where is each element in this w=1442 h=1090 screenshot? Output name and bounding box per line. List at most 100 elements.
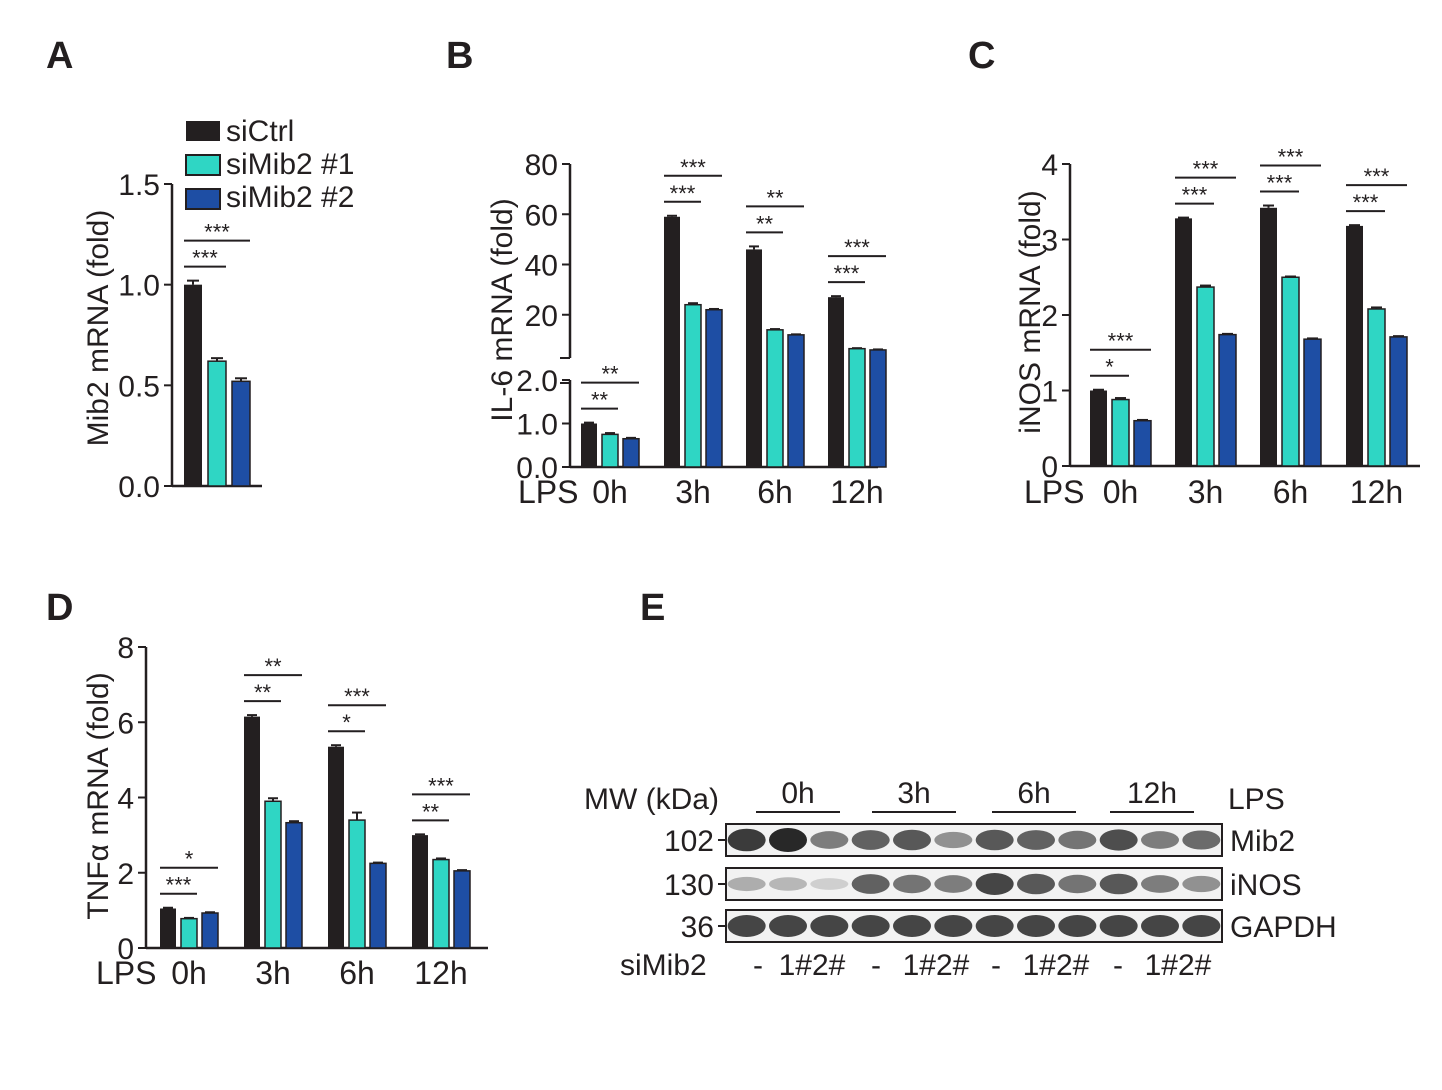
bar-c-1-2 [1218,333,1237,467]
blot-band [810,878,849,890]
y-tick-label-b: 20 [525,300,558,333]
significance-label-b: *** [670,181,696,206]
significance-label-b: ** [766,185,784,210]
significance-label-d: *** [166,873,192,898]
blot-band [810,831,849,849]
bar-d-1-0 [244,716,260,948]
significance-label-c: *** [1267,171,1293,196]
blot-band [727,876,766,892]
significance-label-b: ** [601,362,619,387]
blot-band [934,831,973,849]
x-category-d: 6h [339,955,375,991]
panel-label-c: C [968,35,995,77]
bar-c-3-0 [1346,225,1363,466]
significance-label-d: ** [422,799,440,824]
legend-swatch-simib2-2 [185,188,221,210]
blot-band [851,830,890,850]
significance-label-a: *** [204,220,230,245]
blot-band [1016,915,1056,937]
axis-break-gap-b [572,362,884,380]
panel-b: B IL-6 mRNA (fold) 0.0 1.0 2.0 20 40 60 80 LPS 0… [446,35,887,510]
bar-d-3-0 [412,835,428,948]
bar-b-2-2 [787,334,805,468]
significance-label-b: *** [844,235,870,260]
y-tick-label-b: 2.0 [516,365,558,398]
x-category-c: 3h [1188,474,1224,510]
y-tick-label-c: 0 [1041,451,1058,484]
bar-c-2-2 [1303,338,1322,467]
y-axis-label-c: iNOS mRNA (fold) [1014,190,1047,433]
protein-label: GAPDH [1230,911,1337,944]
blot-band [1182,830,1221,850]
blot-band [1140,875,1180,893]
protein-label: Mib2 [1230,825,1295,858]
bar-c-1-1 [1196,286,1215,467]
significance-label-c: * [1105,355,1114,380]
blot-band [892,915,932,937]
significance-label-c: *** [1108,329,1134,354]
blot-frame [725,867,1223,901]
significance-label-d: *** [344,684,370,709]
significance-label-b: ** [756,211,774,236]
bar-d-1-1 [264,800,282,949]
blot-band [1016,830,1056,850]
legend-swatch-sictrl [186,121,220,141]
time-point-label: 6h [1017,777,1050,810]
x-prefix-b: LPS [518,474,578,510]
blot-band [975,873,1014,895]
y-tick-label-d: 0 [117,933,134,966]
panel-label-b: B [446,35,473,77]
sirna-label: siMib2 [620,949,707,982]
blot-band [934,915,973,937]
blot-band [892,829,932,851]
mw-value: 36 [681,911,714,944]
legend-label-simib2-2: siMib2 #2 [226,181,354,214]
bar-b-3-0 [828,297,844,467]
bar-b-0-0 [581,423,597,467]
y-tick-label-a: 0.5 [118,370,160,403]
y-tick-label-a: 1.5 [118,169,160,202]
mw-label: MW (kDa) [584,783,719,816]
panel-label-a: A [46,35,73,77]
y-tick-label-c: 3 [1041,225,1058,258]
lane-label: - [871,949,881,982]
bar-b-1-0 [664,216,680,467]
blot-band [1058,915,1097,937]
blot-band [1182,915,1221,937]
legend: siCtrl siMib2 #1 siMib2 #2 [185,115,354,214]
bar-b-0-2 [622,437,640,468]
bar-c-3-1 [1367,308,1386,467]
bar-b-3-1 [848,347,866,468]
mw-value: 102 [664,825,714,858]
bar-d-2-1 [348,819,366,949]
bar-c-1-0 [1175,218,1192,466]
blot-band [768,915,808,937]
lane-label: 1#2# [903,949,970,982]
bar-d-0-0 [160,908,176,948]
blot-band [851,874,890,894]
panel-e: E MW (kDa) LPS siMib2 102 Mib2 130 iNOS 36 GA… [584,587,1337,982]
bar-d-3-2 [453,870,471,949]
blot-band [892,874,932,894]
blot-band [1182,875,1221,893]
blot-frame [725,909,1223,943]
bar-d-0-1 [180,917,198,949]
y-tick-label-b: 60 [525,199,558,232]
significance-label-c: *** [1193,157,1219,182]
bar-d-1-2 [285,821,303,949]
y-tick-label-c: 2 [1041,300,1058,333]
significance-label-d: * [342,710,351,735]
blot-band [1140,831,1180,849]
blot-band [934,875,973,893]
significance-label-c: *** [1364,164,1390,189]
y-tick-label-b: 80 [525,149,558,182]
significance-label-b: ** [591,388,609,413]
bar-b-2-0 [746,249,762,467]
bar-a-0-0 [184,284,202,486]
